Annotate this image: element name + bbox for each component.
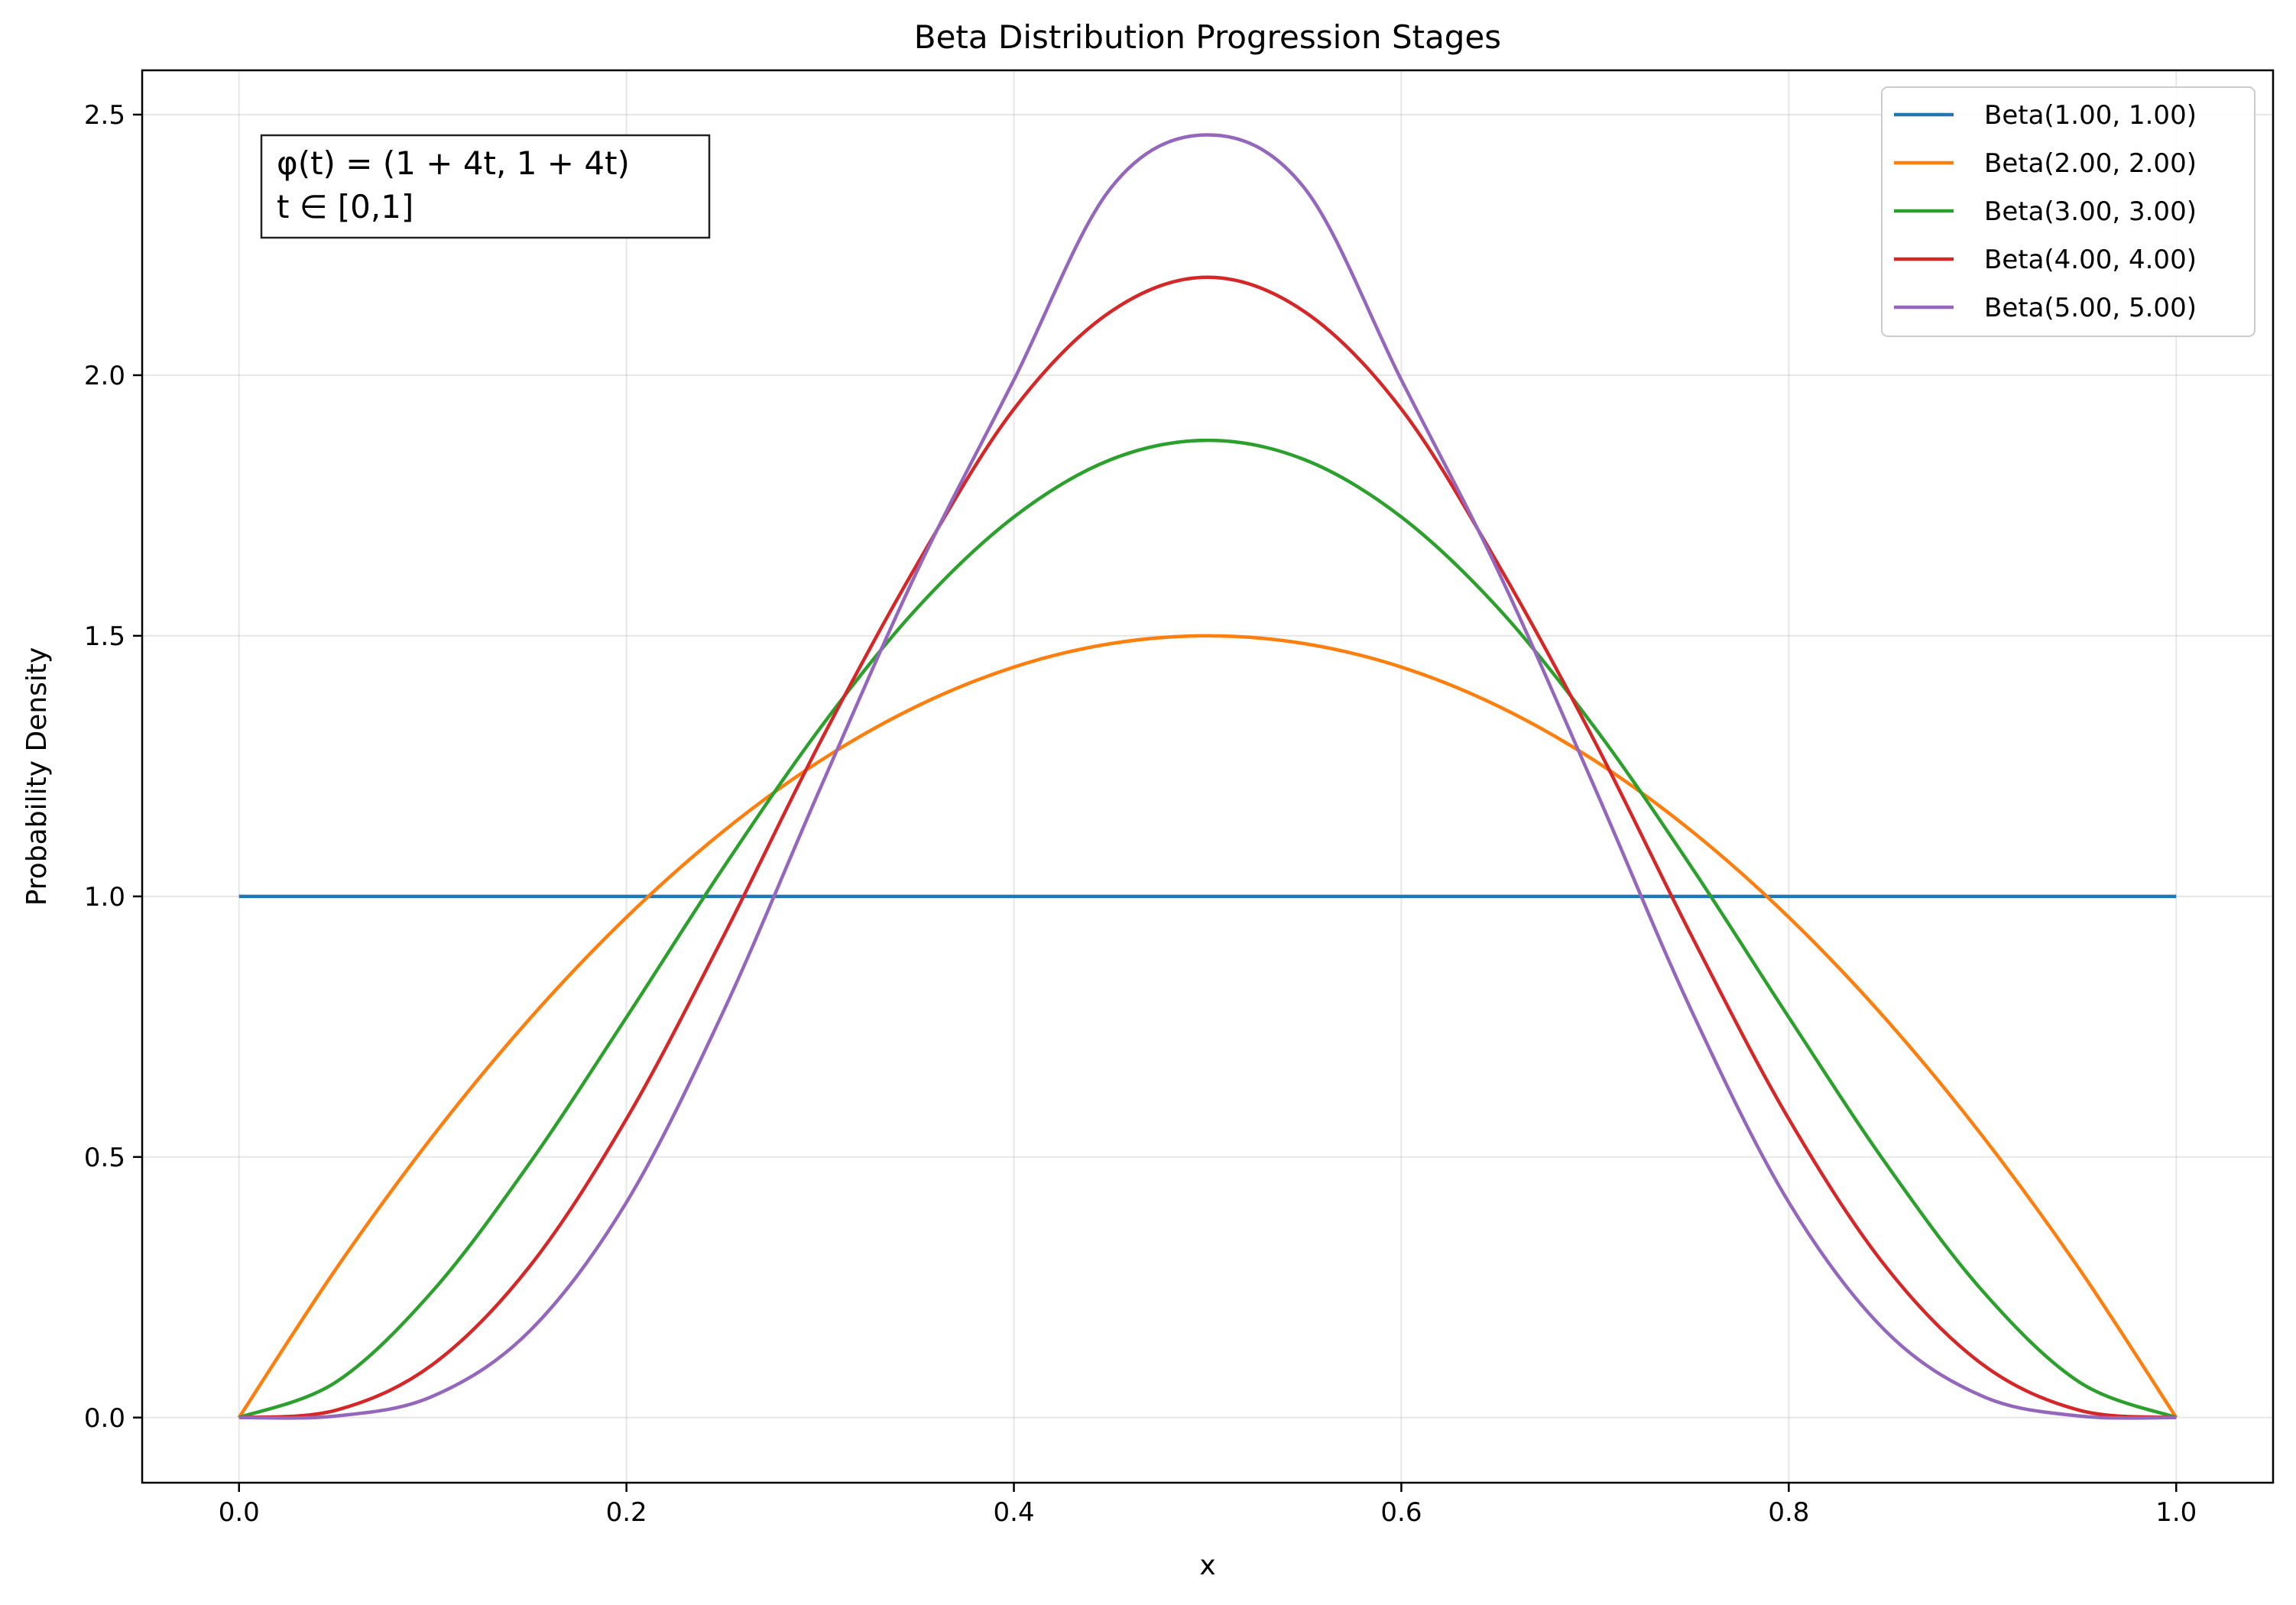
series-line [238,438,2178,1419]
annotation-box [260,134,711,239]
y-axis-label: Probability Density [21,647,53,906]
legend: Beta(1.00, 1.00) Beta(2.00, 2.00) Beta(3.0… [1881,86,2255,337]
x-axis-label: x [1199,1550,1215,1581]
x-tick-label: 0.6 [1380,1497,1422,1528]
x-tick-label: 1.0 [2155,1497,2197,1528]
series-lines [237,133,2178,1420]
legend-box [1881,86,2255,337]
legend-label: Beta(3.00, 3.00) [1984,196,2197,227]
annotation-line-domain: t ∈ [0,1] [277,188,413,225]
legend-label: Beta(5.00, 5.00) [1984,293,2197,323]
annotation-line-formula: φ(t) = (1 + 4t, 1 + 4t) [277,144,630,182]
series-line [237,634,2178,1419]
legend-label: Beta(2.00, 2.00) [1984,148,2197,179]
y-tick-label: 0.5 [84,1143,125,1173]
axis-ticks: 0.0 0.2 0.4 0.6 0.8 1.0 0.0 0.5 1.0 1.5 2.0 2.5 [84,100,2197,1528]
x-tick-label: 0.8 [1768,1497,1809,1528]
x-tick-label: 0.0 [219,1497,260,1528]
y-tick-label: 2.0 [84,361,125,391]
chart-title: Beta Distribution Progression Stages [914,18,1501,56]
x-tick-label: 0.4 [994,1497,1035,1528]
plot-area-frame [141,69,2275,1484]
legend-label: Beta(1.00, 1.00) [1984,100,2197,131]
series-line [238,133,2177,1420]
formula-annotation: φ(t) = (1 + 4t, 1 + 4t) t ∈ [0,1] [260,134,711,239]
y-tick-label: 0.0 [84,1403,125,1434]
x-tick-label: 0.2 [606,1497,647,1528]
legend-entries: Beta(1.00, 1.00) Beta(2.00, 2.00) Beta(3.0… [1894,100,2197,323]
y-tick-label: 2.5 [84,100,125,131]
y-tick-label: 1.5 [84,621,125,652]
y-tick-label: 1.0 [84,882,125,913]
legend-label: Beta(4.00, 4.00) [1984,245,2197,275]
series-line [238,275,2177,1420]
